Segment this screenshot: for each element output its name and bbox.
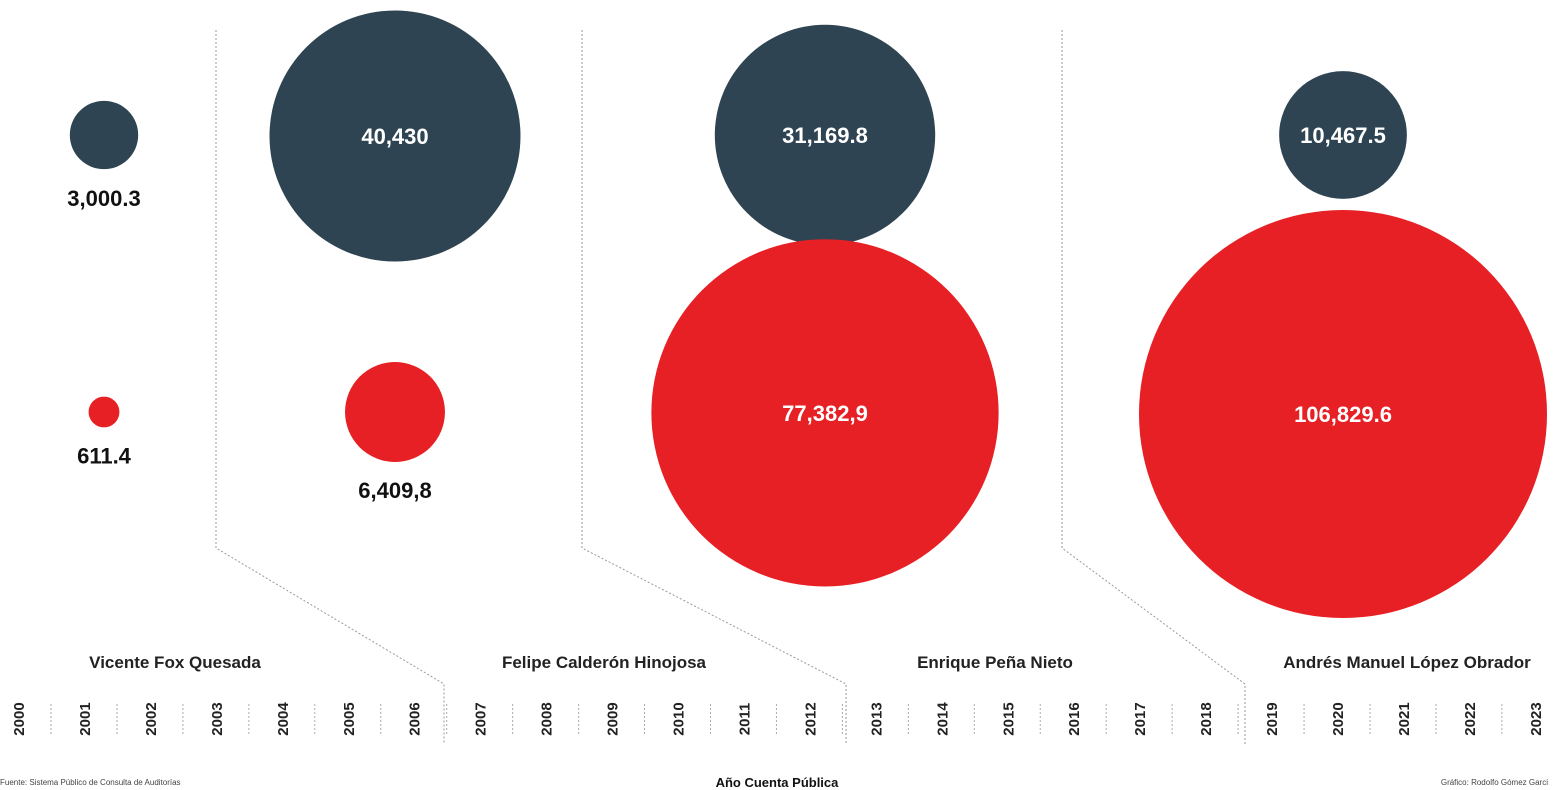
bubble-red bbox=[651, 239, 999, 587]
bubble-value-label: 6,409,8 bbox=[358, 478, 431, 503]
year-tick-label: 2020 bbox=[1330, 702, 1347, 735]
bubble-red bbox=[1139, 210, 1547, 618]
year-tick-label: 2011 bbox=[736, 703, 753, 736]
bubble-dark bbox=[69, 100, 139, 170]
year-tick-label: 2003 bbox=[209, 702, 226, 735]
year-tick-label: 2005 bbox=[341, 702, 358, 735]
year-tick-label: 2010 bbox=[671, 702, 688, 735]
period-divider bbox=[581, 30, 847, 744]
bubble-dark bbox=[269, 10, 521, 262]
year-tick-label: 2004 bbox=[275, 702, 292, 736]
bubble-value-label: 106,829.6 bbox=[1294, 402, 1392, 427]
x-axis-title: Año Cuenta Pública bbox=[716, 775, 840, 790]
president-label: Felipe Calderón Hinojosa bbox=[502, 653, 707, 672]
year-tick-label: 2006 bbox=[407, 702, 424, 735]
year-tick-label: 2017 bbox=[1132, 702, 1149, 735]
credit-note: Gráfico: Rodolfo Gómez Garci bbox=[1440, 778, 1548, 787]
year-tick-label: 2012 bbox=[802, 702, 819, 735]
bubble-dark bbox=[1279, 71, 1407, 199]
year-tick-label: 2018 bbox=[1198, 702, 1215, 735]
year-tick-label: 2023 bbox=[1528, 702, 1545, 735]
president-label: Vicente Fox Quesada bbox=[89, 653, 261, 672]
year-tick-label: 2008 bbox=[539, 702, 556, 735]
bubble-value-label: 40,430 bbox=[361, 124, 428, 149]
year-tick-label: 2022 bbox=[1462, 702, 1479, 735]
bubble-dark bbox=[714, 24, 936, 246]
year-tick-label: 2016 bbox=[1066, 702, 1083, 735]
year-tick-label: 2009 bbox=[605, 702, 622, 735]
year-tick-label: 2013 bbox=[868, 702, 885, 735]
bubble-value-label: 31,169.8 bbox=[782, 123, 868, 148]
year-tick-label: 2002 bbox=[143, 702, 160, 735]
bubble-value-label: 10,467.5 bbox=[1300, 123, 1386, 148]
president-label: Enrique Peña Nieto bbox=[917, 653, 1073, 672]
president-label: Andrés Manuel López Obrador bbox=[1283, 653, 1531, 672]
year-tick-label: 2001 bbox=[77, 702, 94, 735]
year-tick-label: 2014 bbox=[934, 702, 951, 736]
year-tick-label: 2000 bbox=[11, 702, 28, 735]
period-divider bbox=[1061, 30, 1246, 744]
bubble-red bbox=[88, 396, 120, 428]
bubble-value-label: 3,000.3 bbox=[67, 186, 140, 211]
bubble-value-label: 611.4 bbox=[77, 443, 132, 468]
year-tick-label: 2021 bbox=[1396, 702, 1413, 735]
year-tick-label: 2019 bbox=[1264, 702, 1281, 735]
year-tick-label: 2007 bbox=[473, 702, 490, 735]
bubble-red bbox=[345, 362, 445, 462]
year-tick-label: 2015 bbox=[1000, 702, 1017, 735]
source-note: Fuente: Sistema Público de Consulta de A… bbox=[0, 778, 181, 787]
period-divider bbox=[215, 30, 445, 744]
bubble-value-label: 77,382,9 bbox=[782, 401, 868, 426]
